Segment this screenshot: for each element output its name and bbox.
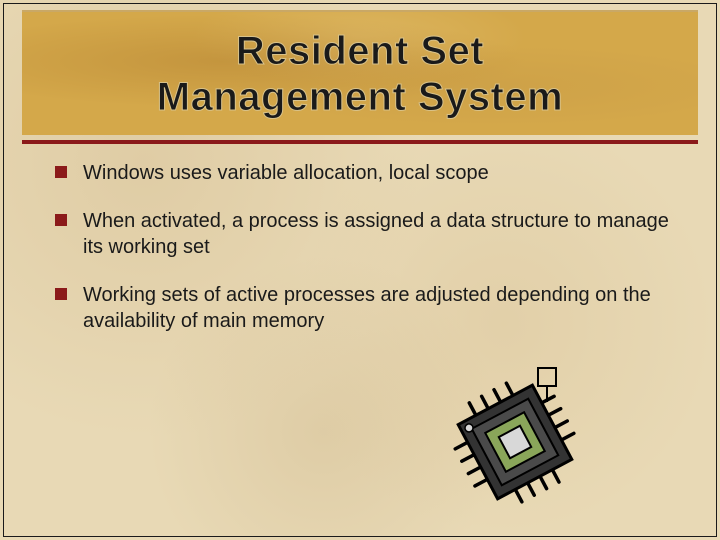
bullet-square-icon [55,214,67,226]
list-item: Windows uses variable allocation, local … [55,160,680,186]
bullet-text: When activated, a process is assigned a … [83,208,680,260]
list-item: When activated, a process is assigned a … [55,208,680,260]
body-content: Windows uses variable allocation, local … [55,160,680,356]
bullet-square-icon [55,288,67,300]
title-band: Resident SetManagement System [22,10,698,135]
bullet-text: Working sets of active processes are adj… [83,282,680,334]
list-item: Working sets of active processes are adj… [55,282,680,334]
bullet-square-icon [55,166,67,178]
cpu-chip-icon [440,364,590,514]
title-underline-rule [22,140,698,144]
bullet-text: Windows uses variable allocation, local … [83,160,489,186]
slide-title: Resident SetManagement System [157,28,563,120]
